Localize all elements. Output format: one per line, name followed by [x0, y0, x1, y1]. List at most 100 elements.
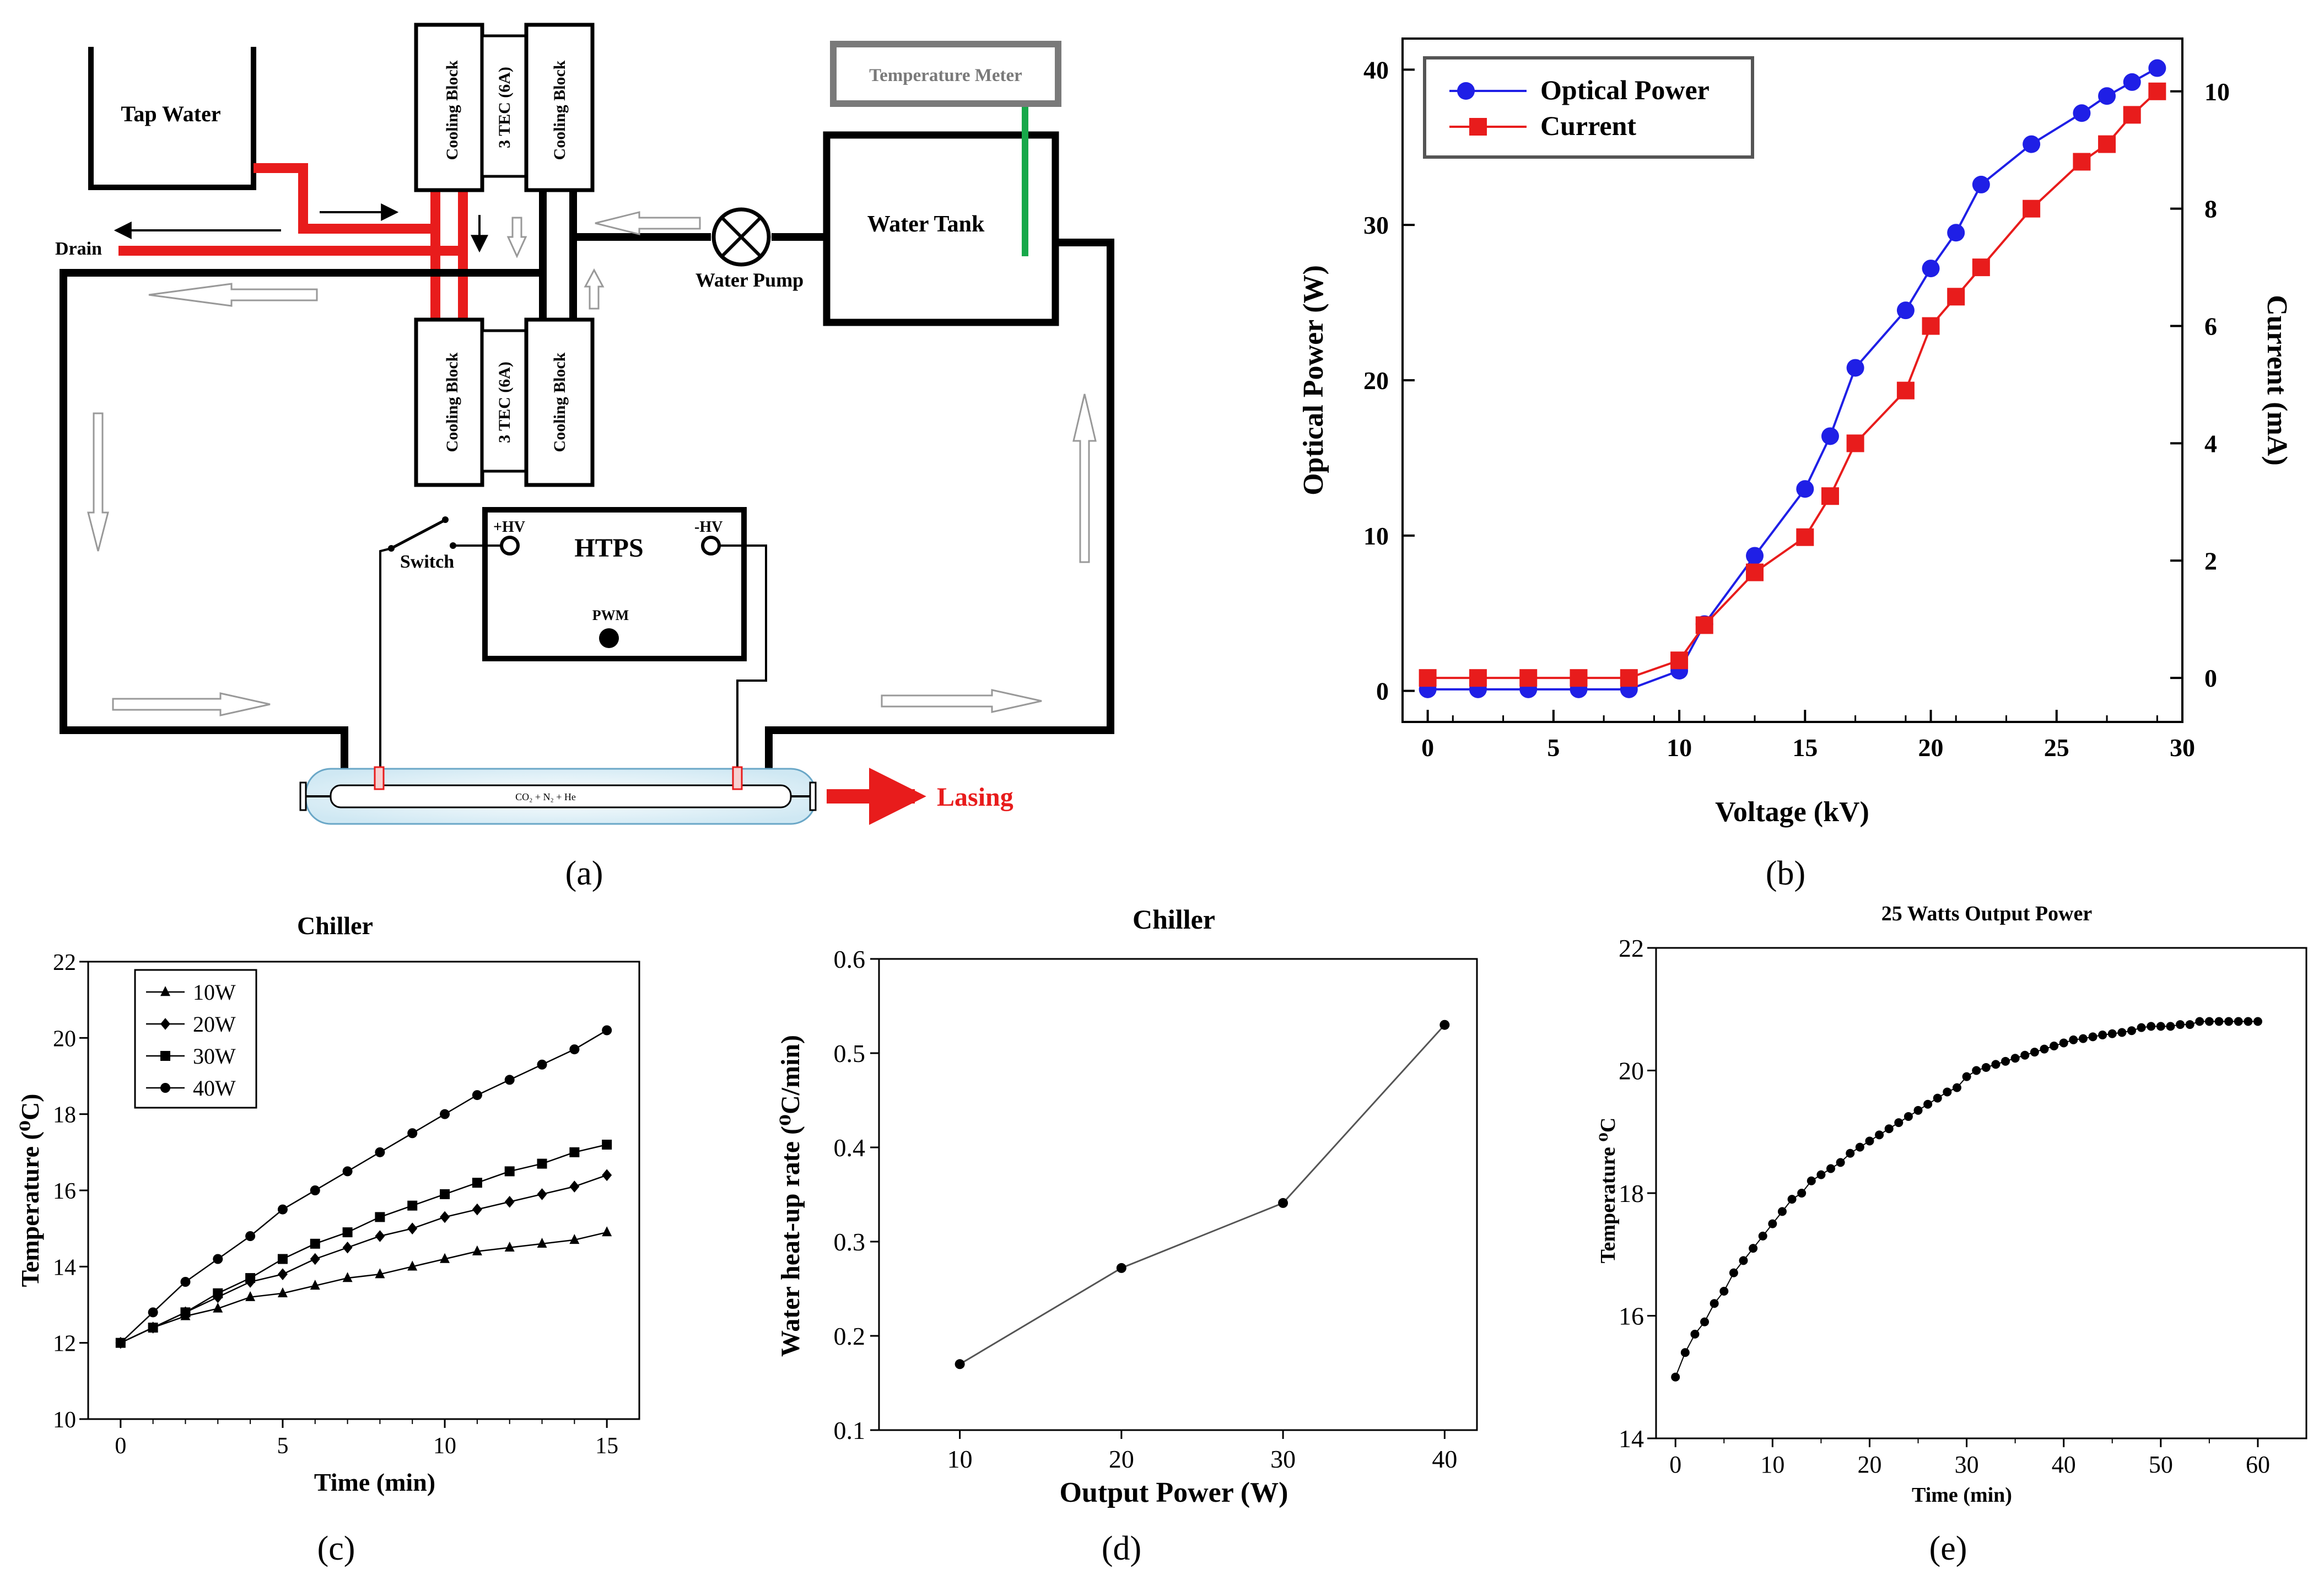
chart-b-point-0	[2123, 73, 2141, 91]
chart-b-y2tick-label: 2	[2204, 547, 2217, 575]
flow-arrow-block-down	[506, 217, 527, 258]
cooling-block-bottom-right	[524, 317, 595, 487]
pwm-label: PWM	[592, 607, 629, 623]
chart-c-point-2	[148, 1323, 158, 1333]
chart-e-point	[1826, 1164, 1836, 1173]
chart-d-ytick-label: 0.2	[834, 1322, 866, 1350]
chart-d-xtick-label: 40	[1432, 1445, 1457, 1473]
chart-b-point-1	[1846, 434, 1864, 452]
chart-e-point	[1981, 1063, 1991, 1072]
flow-arrow-block-up	[584, 268, 605, 310]
chart-c-legend-marker-1	[160, 1018, 170, 1030]
panel-e-chart: 25 Watts Output Power 0 10 20 30 40 50 60 14 16 1…	[1597, 902, 2307, 1567]
chart-c-point-0	[537, 1238, 547, 1248]
chart-e-xtick-label: 40	[2052, 1451, 2076, 1478]
chart-e-ytick-label: 14	[1619, 1425, 1644, 1453]
chart-b-xtick-label: 25	[2044, 734, 2069, 762]
chart-c-point-3	[245, 1231, 256, 1241]
chart-b-point-1	[1896, 381, 1915, 400]
panel-label-d: (d)	[1102, 1530, 1141, 1567]
chart-e-point	[1680, 1348, 1690, 1357]
chart-c-point-2	[310, 1238, 320, 1249]
tec-bottom-label: 3 TEC (6A)	[495, 362, 514, 443]
electrode-left	[374, 766, 385, 790]
chart-e-point	[2098, 1030, 2107, 1039]
chart-c-point-2	[375, 1212, 385, 1222]
chart-b-y2label: Current (mA)	[2261, 295, 2293, 466]
chart-c-point-3	[537, 1059, 547, 1070]
chart-e-point	[1729, 1268, 1738, 1277]
chart-e-point	[2078, 1034, 2088, 1043]
chart-e-point	[1904, 1112, 1913, 1121]
cooling-block-bottom-left	[414, 317, 484, 487]
chart-e-point	[2137, 1023, 2146, 1032]
chart-b-ytick-label: 10	[1363, 522, 1389, 550]
water-tank	[823, 131, 1059, 326]
chart-c-ytick-label: 12	[53, 1331, 76, 1357]
temperature-meter	[830, 41, 1061, 107]
chart-d-xlabel: Output Power (W)	[1059, 1477, 1288, 1508]
black-pipe-right-loop	[765, 239, 1114, 777]
chart-c-point-1	[537, 1188, 547, 1200]
chart-b-legend	[1423, 56, 1754, 159]
chart-e-point	[1991, 1060, 2001, 1069]
chart-e-point	[2204, 1017, 2214, 1026]
chart-c-line-3	[120, 1029, 607, 1344]
chart-e-point	[2001, 1056, 2010, 1066]
chart-e-point	[2040, 1044, 2049, 1054]
chart-c-point-2	[602, 1140, 612, 1150]
chart-e-point	[2088, 1032, 2097, 1042]
chart-c-ylabel: Temperature (⁰C)	[16, 1093, 44, 1287]
chart-d-ytick-label: 0.5	[834, 1039, 866, 1067]
chart-e-point	[1865, 1136, 1874, 1146]
chart-e-point	[2244, 1017, 2253, 1026]
chart-e-point	[1739, 1256, 1748, 1265]
chart-c-legend	[134, 969, 257, 1109]
chart-c-point-2	[407, 1200, 418, 1211]
cooling-block-bottom-left-label: Cooling Block	[443, 352, 461, 452]
chart-b-xtick-label: 10	[1667, 734, 1692, 762]
chart-e-title: 25 Watts Output Power	[1881, 902, 2093, 925]
chart-c-point-1	[472, 1203, 482, 1216]
electrode-right	[732, 766, 743, 790]
chart-e-point	[1797, 1189, 1807, 1198]
chart-b-y2tick-label: 6	[2204, 312, 2217, 341]
switch-contact-2	[442, 516, 449, 523]
chart-e-xtick-label: 20	[1857, 1451, 1881, 1478]
chart-c-point-2	[277, 1254, 288, 1264]
chart-c-point-1	[375, 1230, 385, 1242]
chart-c-point-0	[472, 1245, 482, 1255]
chart-b-xtick-label: 15	[1792, 734, 1818, 762]
chart-c-xtick-label: 5	[277, 1433, 288, 1459]
chart-c-point-0	[245, 1291, 256, 1301]
chart-c-point-3	[472, 1090, 482, 1101]
chart-e-point	[2185, 1020, 2194, 1029]
chart-b-point-1	[1695, 616, 1713, 634]
chart-c-point-3	[569, 1044, 580, 1055]
chart-c-point-2	[342, 1227, 353, 1238]
chart-c-point-3	[115, 1338, 126, 1348]
chart-e-point	[2166, 1022, 2175, 1031]
panel-b-chart: 0 5 10 15 20 25 30 0 10 20 30 40 0 2 4 6 8 10 Voltage (kV…	[1298, 37, 2293, 892]
chart-c-point-1	[310, 1253, 320, 1265]
chart-e-point	[1884, 1124, 1894, 1134]
chart-b-point-1	[1947, 288, 1965, 306]
legend-current: Current	[1540, 110, 1636, 141]
chart-c-point-1	[440, 1211, 450, 1223]
chart-c-ytick-label: 20	[53, 1026, 76, 1051]
chart-b-xlabel: Voltage (kV)	[1715, 796, 1869, 828]
water-pump-label: Water Pump	[695, 269, 804, 291]
chart-c-point-0	[310, 1280, 320, 1290]
chart-c-point-0	[213, 1302, 223, 1313]
tap-water-container	[88, 47, 256, 190]
chart-c-line-1	[120, 1174, 607, 1344]
chart-e-point	[2176, 1020, 2185, 1029]
switch-lever	[390, 519, 445, 550]
chart-b-point-1	[1670, 651, 1689, 670]
chart-e-point	[2156, 1022, 2165, 1031]
chart-c-legend-label-3: 40W	[193, 1076, 236, 1101]
chart-e-point	[1894, 1118, 1904, 1128]
chart-e-point	[2117, 1028, 2127, 1037]
chart-e-point	[2050, 1042, 2059, 1050]
